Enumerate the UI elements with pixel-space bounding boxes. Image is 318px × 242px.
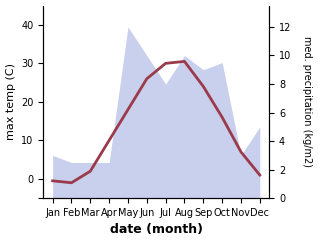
X-axis label: date (month): date (month): [110, 223, 203, 236]
Y-axis label: med. precipitation (kg/m2): med. precipitation (kg/m2): [302, 36, 313, 167]
Y-axis label: max temp (C): max temp (C): [5, 63, 16, 140]
